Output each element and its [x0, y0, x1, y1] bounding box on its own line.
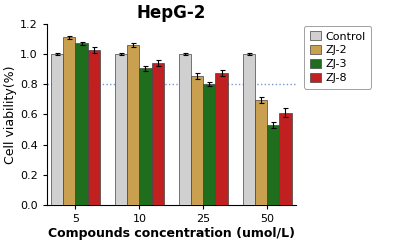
X-axis label: Compounds concentration (umol/L): Compounds concentration (umol/L) [48, 227, 295, 240]
Bar [76, 43, 88, 205]
Bar [88, 50, 100, 205]
Bar [267, 125, 279, 205]
Y-axis label: Cell viability(%): Cell viability(%) [4, 65, 17, 164]
Bar [279, 113, 292, 205]
Bar [140, 68, 152, 205]
Title: HepG-2: HepG-2 [137, 4, 206, 22]
Bar [63, 37, 76, 205]
Bar [255, 100, 267, 205]
Bar [127, 45, 140, 205]
Bar [216, 73, 228, 205]
Bar [179, 54, 191, 205]
Bar [191, 76, 203, 205]
Bar [51, 54, 63, 205]
Bar [203, 84, 216, 205]
Bar [115, 54, 127, 205]
Bar [152, 63, 164, 205]
Bar [243, 54, 255, 205]
Legend: Control, ZJ-2, ZJ-3, ZJ-8: Control, ZJ-2, ZJ-3, ZJ-8 [304, 26, 371, 89]
